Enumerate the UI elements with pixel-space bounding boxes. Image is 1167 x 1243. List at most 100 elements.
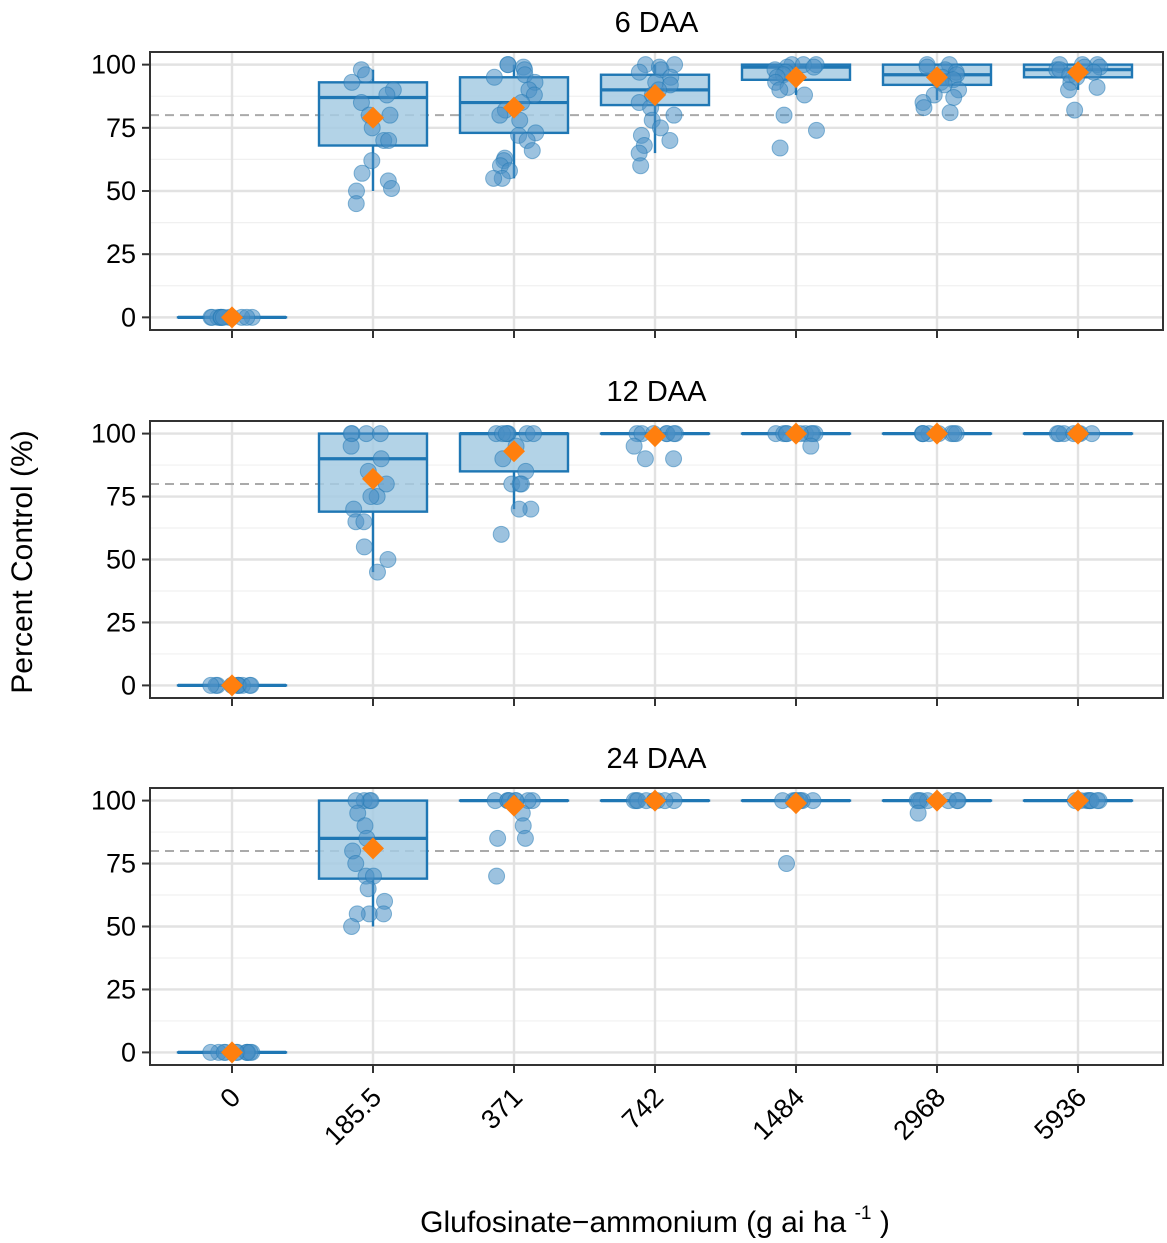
data-point (1050, 425, 1068, 443)
data-point (632, 157, 650, 175)
data-point (378, 86, 396, 104)
mean-marker (926, 789, 948, 812)
data-point (651, 119, 669, 137)
data-point (241, 1043, 259, 1061)
mean-marker (221, 306, 243, 329)
box-group-5936 (1022, 422, 1134, 445)
data-point (523, 142, 541, 160)
mean-marker (503, 96, 525, 119)
y-tick-label: 0 (121, 1037, 136, 1067)
mean-marker (644, 789, 666, 812)
data-point (379, 551, 397, 568)
y-tick-label: 0 (121, 302, 136, 332)
data-point (242, 676, 260, 694)
box-group-0 (176, 306, 288, 329)
data-point (805, 58, 823, 76)
box-group-742 (599, 789, 711, 812)
panel-1: 0 25 50 75 100 6 DAA (91, 7, 1164, 338)
data-point (1066, 101, 1084, 119)
data-point (488, 867, 506, 885)
box-group-2968 (881, 789, 993, 822)
data-point (516, 829, 534, 847)
x-axis-title-close: ) (880, 1206, 890, 1239)
data-point (202, 676, 220, 694)
data-point (636, 450, 654, 468)
x-tick-label: 5936 (1029, 1082, 1093, 1146)
data-point (807, 121, 825, 139)
box-group-5936 (1022, 789, 1134, 812)
box-group-2968 (881, 422, 993, 445)
panel-title: 24 DAA (607, 743, 708, 775)
data-point (497, 425, 515, 443)
mean-marker (362, 837, 384, 860)
x-tick-label: 371 (475, 1082, 528, 1135)
data-point (1088, 78, 1106, 96)
data-point (347, 195, 365, 213)
data-point (665, 425, 683, 443)
data-point (909, 804, 927, 822)
box-group-5936 (1022, 56, 1134, 119)
x-tick-label: 742 (616, 1082, 669, 1135)
data-point (362, 488, 380, 506)
box-group-185.5 (317, 61, 429, 213)
box-group-1484 (740, 792, 852, 873)
data-point (629, 792, 647, 810)
data-point (796, 86, 814, 104)
data-point (349, 804, 367, 822)
mean-marker (1067, 422, 1089, 445)
data-point (355, 538, 373, 556)
data-point (945, 425, 963, 443)
data-point (359, 880, 377, 898)
data-point (802, 437, 820, 455)
mean-marker (1067, 789, 1089, 812)
data-point (383, 179, 401, 197)
box-group-371 (458, 425, 570, 543)
box-group-1484 (740, 422, 852, 455)
data-point (499, 56, 517, 74)
box-group-0 (176, 1041, 288, 1064)
y-tick-label: 25 (106, 239, 136, 269)
data-point (357, 66, 375, 84)
x-axis-title-superscript: -1 (855, 1203, 872, 1224)
mean-marker (785, 66, 807, 89)
data-point (915, 99, 933, 117)
mean-marker (785, 792, 807, 815)
data-point (941, 104, 959, 122)
mean-marker (644, 83, 666, 106)
mean-marker (1067, 61, 1089, 84)
mean-marker (221, 1041, 243, 1064)
mean-marker (926, 66, 948, 89)
box-group-185.5 (317, 425, 429, 581)
y-tick-label: 25 (106, 974, 136, 1004)
data-point (771, 139, 789, 157)
mean-marker (503, 440, 525, 463)
data-point (630, 63, 648, 81)
data-point (485, 169, 503, 187)
data-point (948, 792, 966, 810)
data-point (362, 792, 380, 810)
data-point (661, 131, 679, 149)
data-point (775, 106, 793, 124)
mean-marker (362, 106, 384, 129)
data-point (778, 855, 796, 873)
box-group-371 (458, 56, 570, 187)
x-axis-title: Glufosinate−ammonium (g ai ha -1 ) (420, 1193, 890, 1239)
y-tick-label: 100 (91, 419, 136, 449)
box-group-0 (176, 674, 288, 697)
data-point (771, 81, 789, 99)
data-point (918, 58, 936, 76)
data-point (353, 164, 371, 182)
data-point (372, 450, 390, 468)
y-tick-label: 25 (106, 607, 136, 637)
mean-marker (644, 425, 666, 448)
data-point (665, 450, 683, 468)
x-tick-label: 0 (214, 1082, 246, 1114)
panels-layer: 0 25 50 75 100 6 DAA 0 25 50 75 100 12 DAA 0 25 50 75 10… (91, 7, 1164, 1073)
y-tick-label: 100 (91, 786, 136, 816)
data-point (1088, 792, 1106, 810)
data-point (355, 513, 373, 531)
box-group-742 (599, 425, 711, 468)
data-point (343, 73, 361, 91)
panel-title: 12 DAA (607, 376, 708, 408)
x-tick-label: 2968 (888, 1082, 952, 1146)
